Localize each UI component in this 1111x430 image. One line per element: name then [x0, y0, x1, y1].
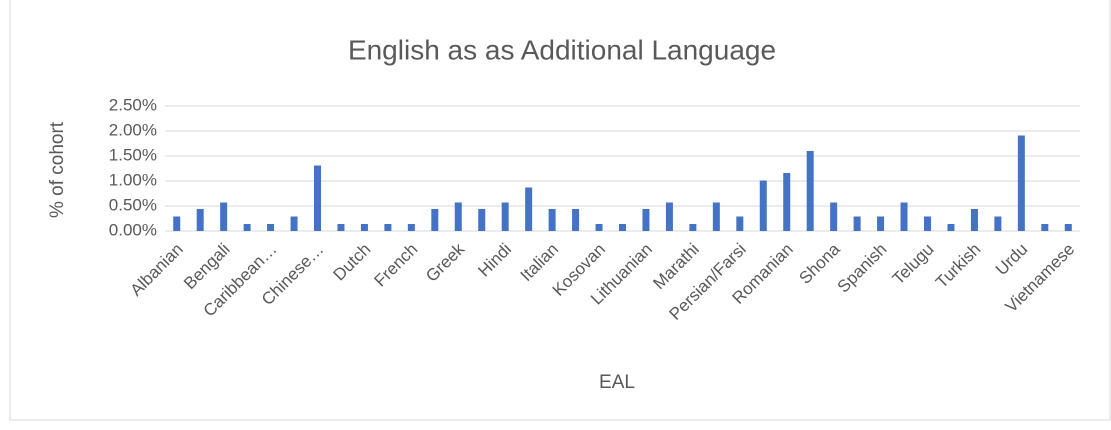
bar [407, 224, 415, 231]
bar [337, 224, 345, 231]
bar [759, 180, 767, 231]
x-tick-label: Greek [422, 239, 469, 286]
bar [970, 209, 978, 231]
x-tick-label: Hindi [474, 240, 515, 281]
bar [595, 224, 603, 231]
bar [877, 216, 885, 231]
bar [1041, 224, 1049, 231]
bar [478, 209, 486, 231]
y-tick-label: 1.50% [109, 145, 157, 164]
x-tick-label: Spanish [834, 240, 891, 297]
chart-border [9, 0, 1111, 421]
bar [712, 202, 720, 231]
bar [196, 209, 204, 231]
x-tick-label: Turkish [932, 240, 984, 292]
x-tick-label: Urdu [992, 240, 1031, 279]
y-axis-title: % of cohort [47, 121, 68, 218]
x-tick-label: Albanian [127, 240, 187, 300]
y-tick-label: 0.50% [109, 195, 157, 214]
x-tick-label: Dutch [330, 240, 375, 285]
bar [619, 224, 626, 231]
bar [642, 209, 650, 231]
bar [924, 216, 931, 231]
bar [689, 224, 697, 231]
bar [853, 216, 861, 231]
bar [900, 202, 908, 231]
bar [572, 209, 580, 231]
x-tick-label: Italian [517, 240, 563, 286]
bar [220, 202, 228, 231]
bar [501, 202, 509, 231]
bar [806, 151, 814, 231]
bar [525, 187, 533, 231]
y-tick-label: 0.00% [109, 220, 157, 239]
bar [173, 216, 181, 231]
y-tick-label: 2.50% [109, 95, 157, 114]
bar [314, 165, 321, 231]
bar [360, 224, 368, 231]
bar [994, 216, 1002, 231]
x-tick-label: French [370, 240, 421, 291]
y-tick-label: 1.00% [109, 170, 157, 189]
bar [548, 209, 556, 231]
bar [267, 224, 275, 231]
bar [783, 173, 791, 231]
bar [454, 202, 462, 231]
bar [1064, 224, 1072, 231]
x-tick-label: Telugu [889, 240, 938, 289]
bar [947, 224, 955, 231]
bar [1017, 135, 1025, 231]
bar [830, 202, 838, 231]
bar [290, 216, 298, 231]
bar [431, 209, 439, 231]
bar [665, 202, 673, 231]
x-axis-title: EAL [599, 372, 635, 393]
bar [384, 224, 392, 231]
chart-title: English as as Additional Language [348, 34, 776, 65]
bar [736, 216, 744, 231]
bar [243, 224, 251, 231]
y-tick-label: 2.00% [109, 120, 157, 139]
